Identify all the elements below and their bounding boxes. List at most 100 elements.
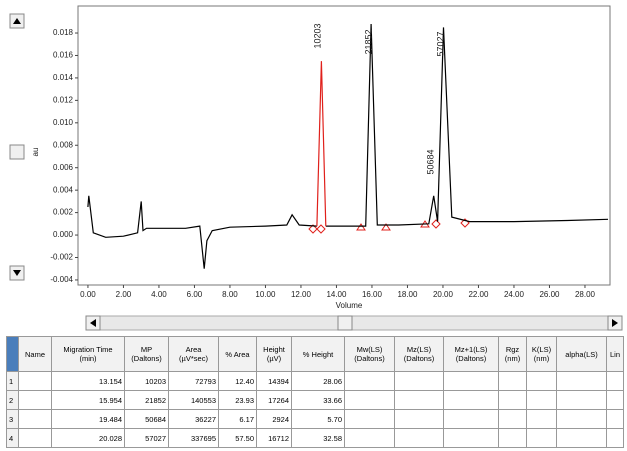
table-cell [443,390,499,410]
h-scrollbar[interactable] [85,315,623,331]
column-header[interactable]: Rgz (nm) [498,336,527,372]
table-cell [18,409,52,429]
column-header[interactable]: Area (µV*sec) [168,336,219,372]
table-cell [443,371,499,391]
x-tick-label: 18.00 [397,290,418,299]
x-tick-label: 10.00 [255,290,276,299]
column-header[interactable]: K(LS) (nm) [526,336,557,372]
v-scroll-thumb[interactable] [9,144,25,160]
table-cell [344,409,395,429]
table-cell [498,409,527,429]
column-header[interactable]: MP (Daltons) [124,336,169,372]
x-tick-label: 20.00 [433,290,454,299]
table-cell: 337695 [168,428,219,448]
table-cell [606,390,624,410]
table-row[interactable]: 3 19.484 50684 36227 6.17 2924 5.70 [6,409,624,429]
table-cell: 23.93 [218,390,257,410]
table-cell: 17264 [256,390,292,410]
column-header[interactable]: Migration Time (min) [51,336,125,372]
table-cell: 16712 [256,428,292,448]
table-cell: 1 [6,371,19,391]
y-tick-label: 0.010 [53,118,74,127]
table-row[interactable]: 4 20.028 57027 337695 57.50 16712 32.58 [6,428,624,448]
x-tick-label: 24.00 [504,290,525,299]
table-cell: 20.028 [51,428,125,448]
table-cell: 3 [6,409,19,429]
y-tick-label: 0.008 [53,140,74,149]
x-tick-label: 4.00 [151,290,167,299]
table-cell: 36227 [168,409,219,429]
y-tick-label: 0.004 [53,185,74,194]
column-header[interactable]: Mw(LS) (Daltons) [344,336,395,372]
y-axis-title: au [31,148,40,157]
table-cell [394,371,444,391]
table-cell: 2 [6,390,19,410]
table-cell: 12.40 [218,371,257,391]
table-cell: 15.954 [51,390,125,410]
table-cell: 21852 [124,390,169,410]
table-cell: 14394 [256,371,292,391]
y-tick-label: -0.002 [50,253,73,262]
x-tick-label: 8.00 [222,290,238,299]
y-tick-label: 0.014 [53,73,74,82]
x-tick-label: 14.00 [326,290,347,299]
table-cell: 50684 [124,409,169,429]
plot-frame [77,5,611,286]
table-cell: 5.70 [291,409,345,429]
peak-label: 50684 [425,149,435,174]
table-cell: 4 [6,428,19,448]
y-tick-label: 0.016 [53,51,74,60]
table-cell [556,390,607,410]
table-cell [394,409,444,429]
column-header[interactable]: % Height [291,336,345,372]
table-cell: 32.58 [291,428,345,448]
table-cell [606,428,624,448]
table-row[interactable]: 2 15.954 21852 140553 23.93 17264 33.66 [6,390,624,410]
peak-label: 21852 [363,29,373,54]
trace [87,23,609,269]
v-scroll-up[interactable] [9,13,25,29]
table-cell [344,390,395,410]
table-cell: 2924 [256,409,292,429]
column-header[interactable]: % Area [218,336,257,372]
select-all[interactable] [6,336,19,372]
column-header[interactable]: Mz+1(LS) (Daltons) [443,336,499,372]
table-cell [394,390,444,410]
x-tick-label: 26.00 [539,290,560,299]
table-cell [526,409,557,429]
y-tick-label: 0.018 [53,28,74,37]
table-cell [394,428,444,448]
table-cell: 33.66 [291,390,345,410]
table-cell [606,371,624,391]
table-cell: 140553 [168,390,219,410]
table-row[interactable]: 1 13.154 10203 72793 12.40 14394 28.06 [6,371,624,391]
column-header[interactable]: Lin [606,336,624,372]
y-tick-label: 0.000 [53,230,74,239]
table-cell [18,390,52,410]
peak-label: 57027 [435,31,445,56]
column-header[interactable]: Name [18,336,52,372]
x-tick-label: 12.00 [291,290,312,299]
x-tick-label: 28.00 [575,290,596,299]
table-cell [344,371,395,391]
peak-label: 10203 [312,23,322,48]
table-cell [18,371,52,391]
table-cell [526,371,557,391]
x-axis-title: Volume [336,301,363,310]
table-cell [443,428,499,448]
column-header[interactable]: Mz(LS) (Daltons) [394,336,444,372]
x-tick-label: 2.00 [116,290,132,299]
y-tick-label: -0.004 [50,275,73,284]
table-cell [526,390,557,410]
column-header[interactable]: alpha(LS) [556,336,607,372]
table-cell [498,371,527,391]
table-cell: 57027 [124,428,169,448]
trace [316,61,327,227]
chromatogram: Volume au -0.004 -0.002 0.000 0.002 0.004 0.0… [9,5,623,331]
column-header[interactable]: Height (µV) [256,336,292,372]
v-scroll-down[interactable] [9,265,25,281]
y-tick-label: 0.002 [53,208,74,217]
table-cell: 10203 [124,371,169,391]
y-tick-label: 0.012 [53,95,74,104]
